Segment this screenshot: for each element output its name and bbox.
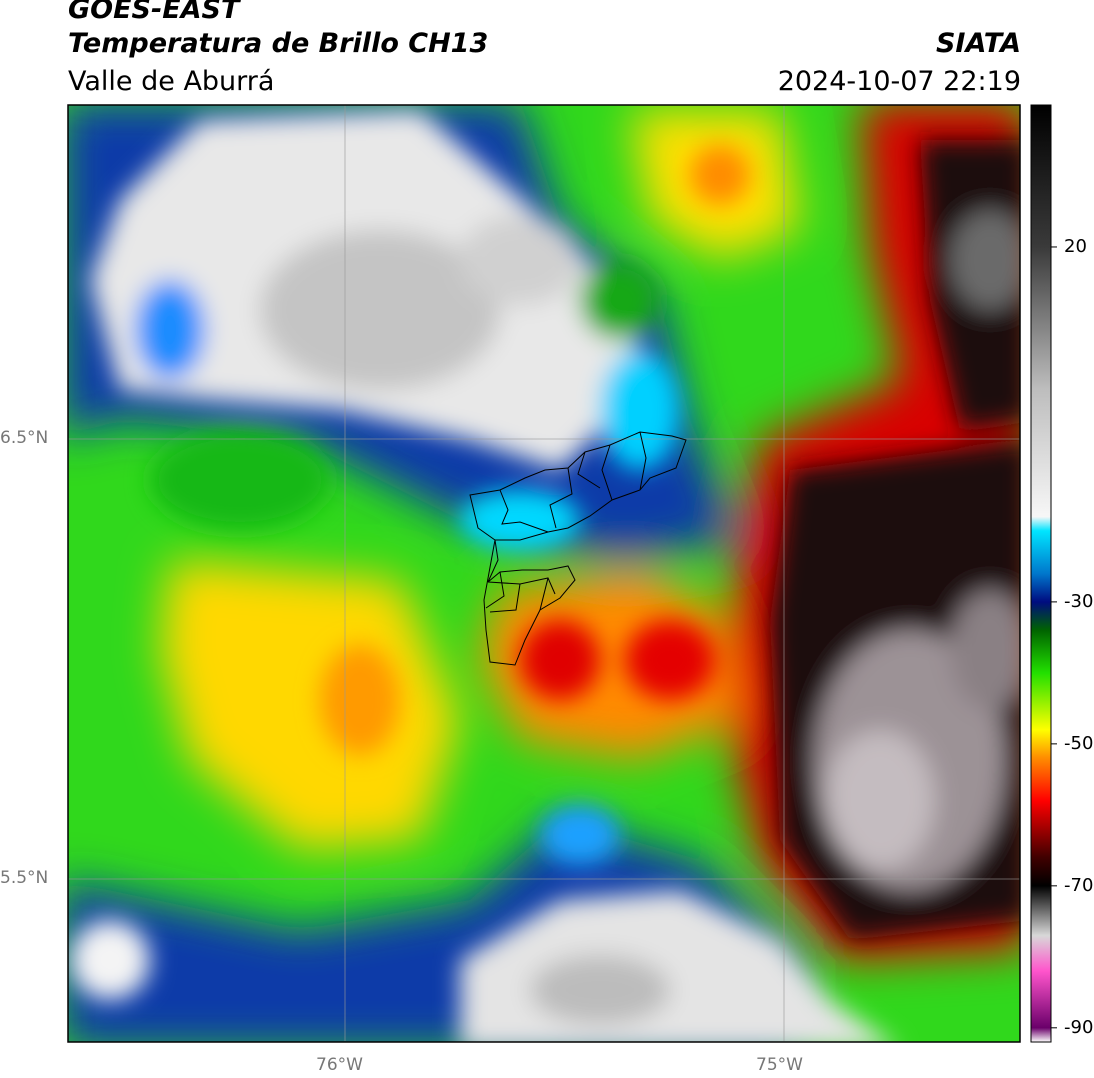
lat-label-6-5: 6.5°N	[0, 428, 49, 448]
brightness-temperature-field	[68, 105, 1020, 1042]
municipal-boundaries	[469, 431, 687, 666]
colorbar	[1030, 104, 1057, 1043]
colorbar-gradient	[1031, 105, 1051, 1042]
region-subtitle: Valle de Aburrá	[68, 66, 275, 97]
map-gridlines	[68, 105, 1020, 1041]
organization-label: SIATA	[935, 28, 1021, 59]
colorbar-tick-label: -70	[1064, 874, 1094, 896]
satellite-title: GOES-EAST	[68, 0, 240, 25]
colorbar-frame	[1030, 104, 1052, 1043]
colorbar-tick-label: 20	[1064, 235, 1087, 257]
lat-label-5-5: 5.5°N	[0, 868, 49, 888]
colorbar-tick-label: -50	[1064, 732, 1094, 754]
lon-label-76w: 76°W	[316, 1055, 363, 1075]
lon-label-75w: 75°W	[756, 1055, 803, 1075]
colorbar-tick-label: -30	[1064, 590, 1094, 612]
product-title: Temperatura de Brillo CH13	[68, 28, 489, 59]
timestamp-label: 2024-10-07 22:19	[777, 66, 1021, 97]
map-frame	[67, 104, 1021, 1043]
colorbar-tick-label: -90	[1064, 1016, 1094, 1038]
